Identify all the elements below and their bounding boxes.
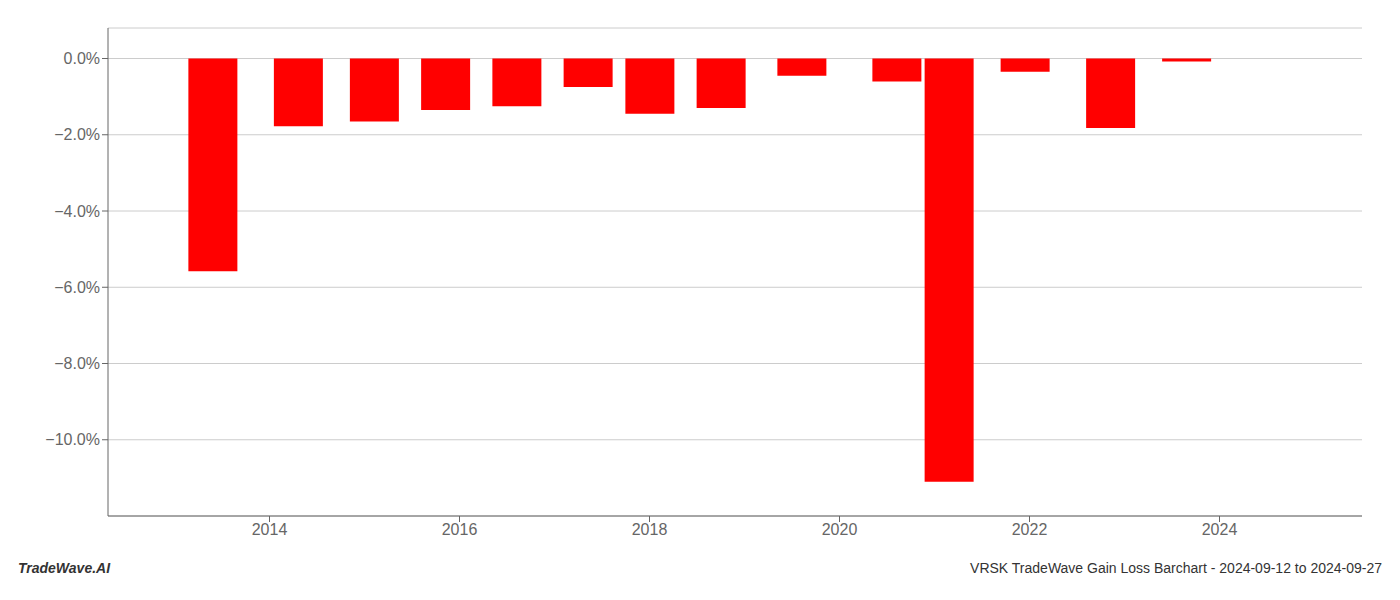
svg-text:2022: 2022 bbox=[1012, 521, 1048, 538]
html-text:TradeWave.AI: TradeWave.AI bbox=[18, 560, 111, 576]
svg-text:0.0%: 0.0% bbox=[64, 50, 100, 67]
svg-text:2016: 2016 bbox=[442, 521, 478, 538]
svg-text:−8.0%: −8.0% bbox=[54, 355, 100, 372]
svg-text:2014: 2014 bbox=[252, 521, 288, 538]
svg-text:−2.0%: −2.0% bbox=[54, 126, 100, 143]
svg-text:−10.0%: −10.0% bbox=[45, 431, 100, 448]
svg-text:−4.0%: −4.0% bbox=[54, 203, 100, 220]
svg-text:2024: 2024 bbox=[1202, 521, 1238, 538]
html-text:VRSK TradeWave Gain Loss Barch: VRSK TradeWave Gain Loss Barchart - 2024… bbox=[970, 560, 1382, 576]
svg-text:2020: 2020 bbox=[822, 521, 858, 538]
svg-text:−6.0%: −6.0% bbox=[54, 279, 100, 296]
svg-text:2018: 2018 bbox=[632, 521, 668, 538]
